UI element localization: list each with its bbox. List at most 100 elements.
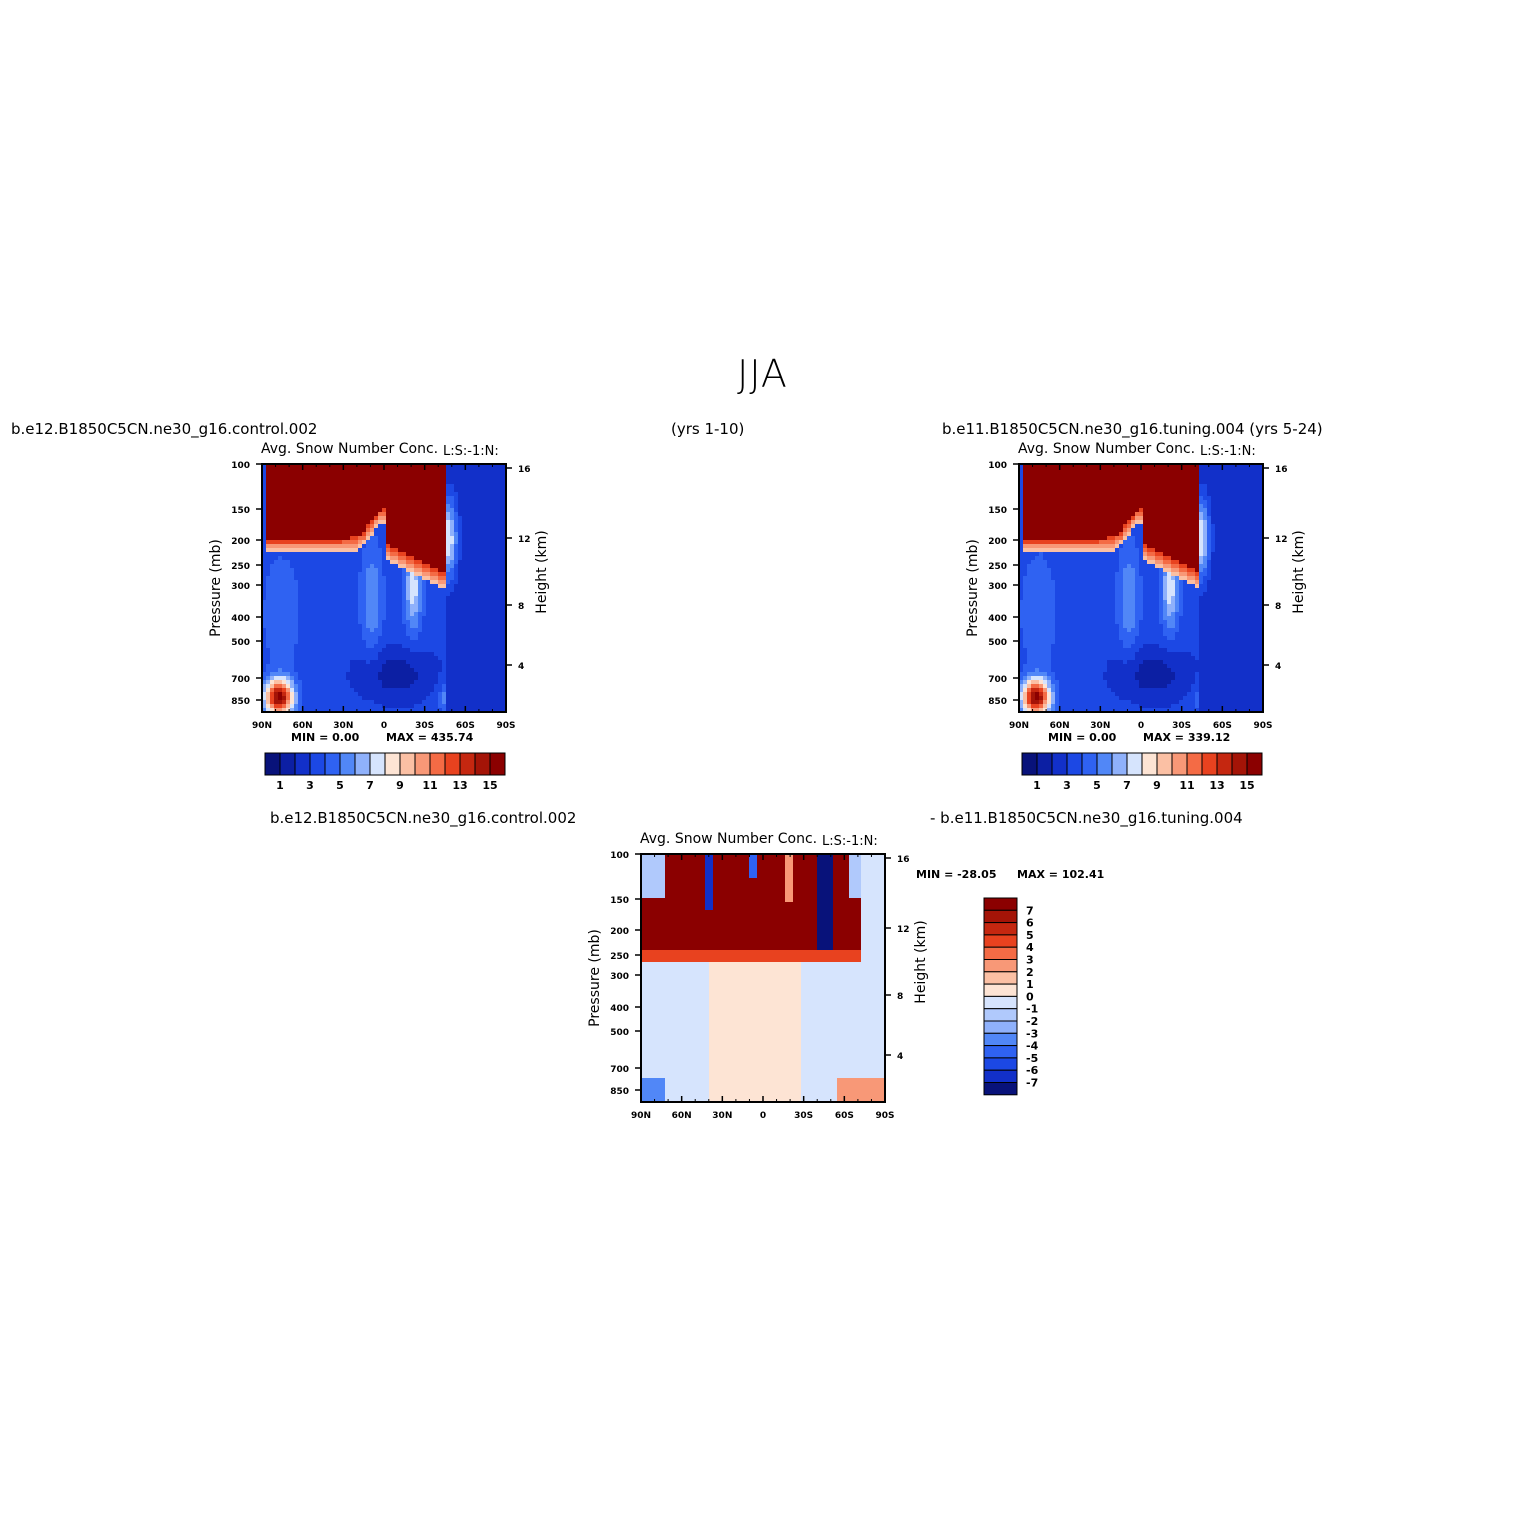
field-cell: [1067, 504, 1072, 509]
field-cell: [474, 564, 479, 569]
field-cell: [402, 660, 407, 665]
field-cell: [454, 464, 459, 469]
field-cell: [310, 664, 315, 669]
field-cell: [502, 612, 507, 617]
field-cell: [362, 524, 367, 529]
field-cell: [1191, 516, 1196, 521]
field-cell: [1215, 524, 1220, 529]
field-cell: [350, 596, 355, 601]
field-cell: [338, 676, 343, 681]
field-cell: [418, 608, 423, 613]
field-cell: [1083, 468, 1088, 473]
field-cell: [374, 600, 379, 605]
field-cell: [426, 580, 431, 585]
field-cell: [274, 560, 279, 565]
field-cell: [334, 696, 339, 701]
field-cell: [290, 584, 295, 589]
field-cell: [490, 672, 495, 677]
field-cell: [370, 472, 375, 477]
field-cell: [414, 684, 419, 689]
field-cell: [1127, 492, 1132, 497]
field-cell: [278, 544, 283, 549]
field-cell: [370, 588, 375, 593]
field-cell: [446, 664, 451, 669]
field-cell: [270, 564, 275, 569]
field-cell: [410, 660, 415, 665]
field-cell: [1075, 528, 1080, 533]
field-cell: [342, 536, 347, 541]
field-cell: [1131, 508, 1136, 513]
field-cell: [302, 624, 307, 629]
field-cell: [326, 652, 331, 657]
field-cell: [334, 568, 339, 573]
field-cell: [470, 648, 475, 653]
field-cell: [402, 516, 407, 521]
field-cell: [346, 588, 351, 593]
field-cell: [482, 612, 487, 617]
field-cell: [334, 648, 339, 653]
field-cell: [386, 540, 391, 545]
field-cell: [406, 668, 411, 673]
field-cell: [1239, 492, 1244, 497]
field-cell: [318, 612, 323, 617]
field-cell: [354, 704, 359, 709]
field-cell: [1107, 520, 1112, 525]
field-cell: [502, 496, 507, 501]
field-cell: [422, 624, 427, 629]
field-cell: [1255, 512, 1260, 517]
field-cell: [326, 664, 331, 669]
field-cell: [262, 472, 267, 477]
field-cell: [318, 548, 323, 553]
field-cell: [298, 500, 303, 505]
field-cell: [374, 664, 379, 669]
field-cell: [1099, 496, 1104, 501]
field-cell: [270, 480, 275, 485]
field-cell: [470, 676, 475, 681]
field-cell: [446, 476, 451, 481]
field-cell: [494, 544, 499, 549]
field-cell: [478, 688, 483, 693]
x-tick-label: 0: [381, 721, 387, 731]
field-cell: [314, 612, 319, 617]
field-cell: [270, 484, 275, 489]
field-cell: [474, 608, 479, 613]
field-cell: [1111, 480, 1116, 485]
field-cell: [486, 636, 491, 641]
field-cell: [262, 644, 267, 649]
field-cell: [458, 544, 463, 549]
field-cell: [466, 668, 471, 673]
field-cell: [454, 572, 459, 577]
field-cell: [406, 516, 411, 521]
field-cell: [402, 544, 407, 549]
field-cell: [386, 588, 391, 593]
field-cell: [1099, 480, 1104, 485]
field-cell: [390, 552, 395, 557]
field-cell: [314, 644, 319, 649]
field-cell: [1043, 496, 1048, 501]
field-cell: [314, 540, 319, 545]
field-cell: [382, 568, 387, 573]
field-cell: [1083, 508, 1088, 513]
field-cell: [374, 616, 379, 621]
field-cell: [298, 684, 303, 689]
field-cell: [330, 520, 335, 525]
field-cell: [306, 648, 311, 653]
field-cell: [430, 500, 435, 505]
field-cell: [374, 524, 379, 529]
field-cell: [1163, 464, 1168, 469]
field-cell: [1087, 524, 1092, 529]
field-cell: [406, 684, 411, 689]
field-cell: [302, 616, 307, 621]
field-cell: [310, 476, 315, 481]
field-cell: [1095, 524, 1100, 529]
field-cell: [1135, 480, 1140, 485]
field-cell: [502, 600, 507, 605]
field-cell: [1163, 484, 1168, 489]
field-cell: [1255, 480, 1260, 485]
field-cell: [270, 636, 275, 641]
field-cell: [462, 580, 467, 585]
field-cell: [326, 476, 331, 481]
field-cell: [338, 636, 343, 641]
field-cell: [414, 616, 419, 621]
y-tick-label: 400: [231, 614, 250, 624]
